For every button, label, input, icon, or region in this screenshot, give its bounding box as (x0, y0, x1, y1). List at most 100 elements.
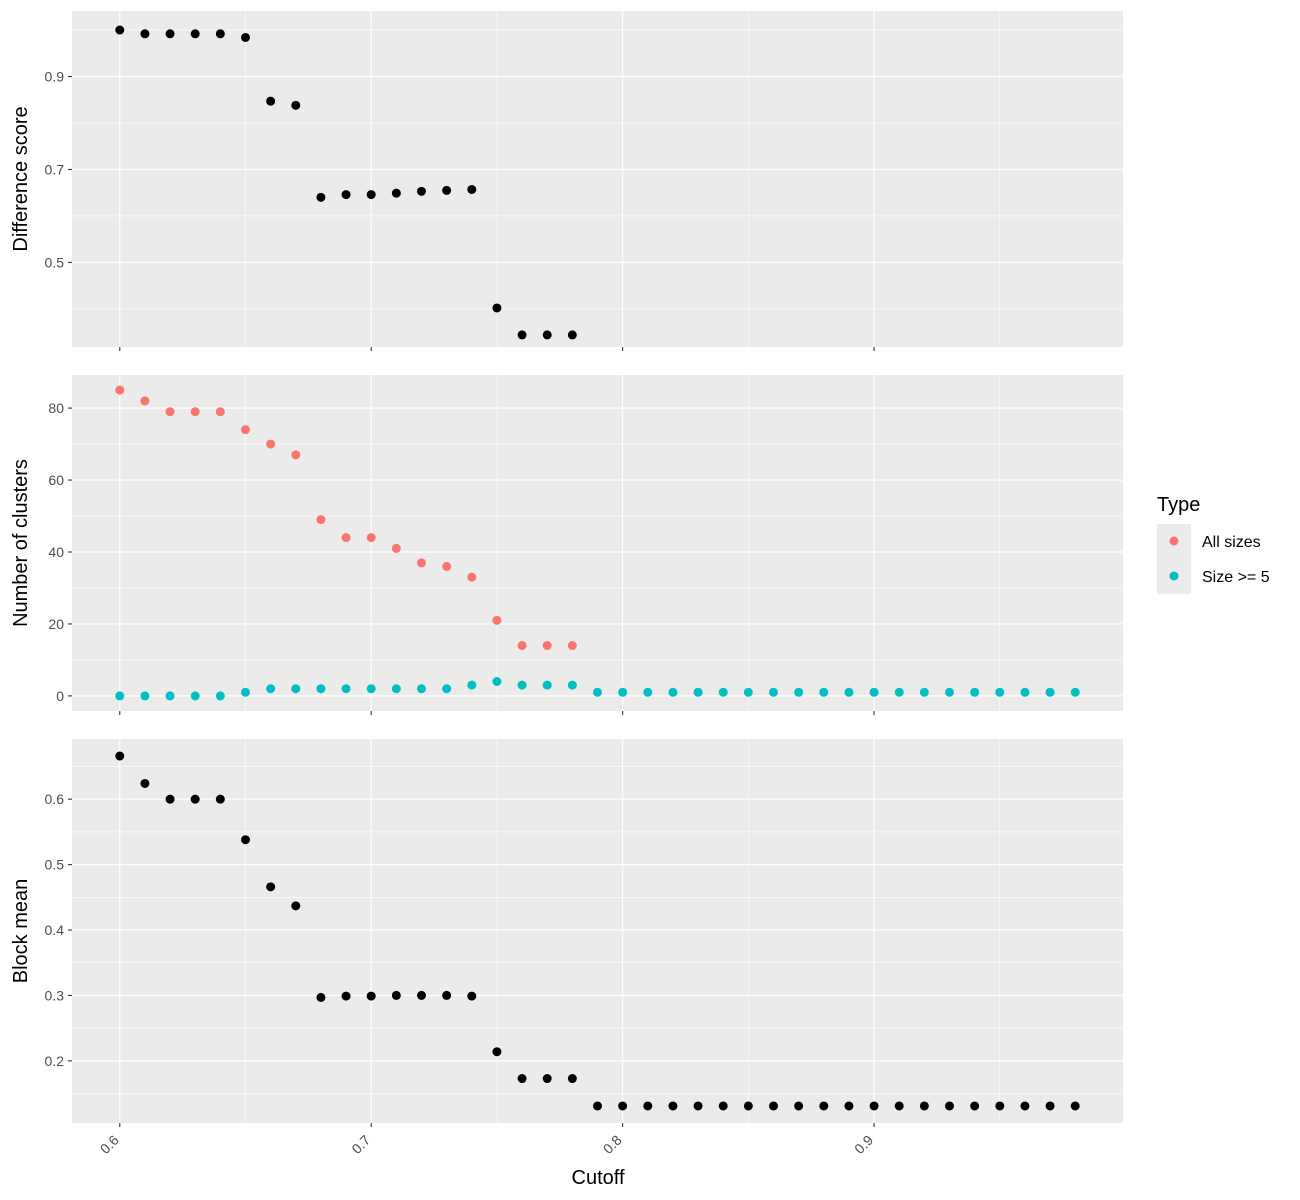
panel-background (72, 11, 1123, 347)
data-point (945, 1101, 955, 1111)
panels-layer: 0.5 0.7 0.9 Difference score 0 20 40 60 80 Number… (10, 11, 1123, 1157)
data-point (970, 1101, 980, 1111)
data-point (542, 680, 552, 690)
data-point (718, 687, 728, 697)
data-point (316, 515, 326, 525)
data-point (743, 1101, 753, 1111)
legend-label-all-sizes: All sizes (1202, 534, 1261, 551)
data-point (291, 100, 301, 110)
data-point (1020, 687, 1030, 697)
data-point (693, 687, 703, 697)
panel-block-mean: 0.2 0.3 0.4 0.5 0.6 Block mean (10, 739, 1123, 1127)
panel-number-of-clusters: 0 20 40 60 80 Number of clusters (10, 375, 1123, 715)
data-point (165, 407, 175, 417)
data-point (366, 533, 376, 543)
data-point (416, 684, 426, 694)
data-point (391, 188, 401, 198)
data-point (718, 1101, 728, 1111)
data-point (794, 687, 804, 697)
data-point (919, 1101, 929, 1111)
y-tick-label: 0.5 (45, 254, 65, 270)
data-point (190, 794, 200, 804)
data-point (467, 991, 477, 1001)
data-point (240, 687, 250, 697)
y-tick-label: 0.5 (45, 857, 65, 873)
series-points (115, 25, 577, 340)
series-size-5 (115, 677, 1080, 701)
data-point (240, 425, 250, 435)
legend-key-all-sizes (1169, 536, 1179, 546)
data-point (215, 794, 225, 804)
panel-background (72, 375, 1123, 711)
data-point (542, 1074, 552, 1084)
y-tick-label: 0.2 (45, 1053, 65, 1069)
data-point (240, 835, 250, 845)
data-point (291, 901, 301, 911)
y-axis-title: Block mean (10, 879, 32, 984)
data-point (1020, 1101, 1030, 1111)
data-point (416, 186, 426, 196)
y-axis-title: Number of clusters (10, 459, 32, 627)
data-point (140, 396, 150, 406)
data-point (1070, 1101, 1080, 1111)
y-tick-label: 0.7 (45, 161, 65, 177)
data-point (769, 687, 779, 697)
y-tick-label: 0.9 (45, 69, 65, 85)
data-point (618, 687, 628, 697)
y-tick-label: 20 (48, 616, 64, 632)
legend-title: Type (1157, 494, 1200, 516)
series-all-sizes (115, 385, 577, 651)
data-point (517, 1074, 527, 1084)
x-axis-tick-labels: 0.6 0.7 0.8 0.9 (97, 1132, 877, 1157)
legend-label-size-ge-5: Size >= 5 (1202, 569, 1270, 586)
data-point (341, 533, 351, 543)
data-point (140, 29, 150, 39)
data-point (115, 691, 125, 701)
data-point (492, 1047, 502, 1057)
data-point (291, 684, 301, 694)
y-tick-label: 60 (48, 472, 64, 488)
data-point (844, 687, 854, 697)
x-tick-label: 0.7 (348, 1132, 373, 1157)
x-tick-label: 0.6 (97, 1132, 122, 1157)
data-point (643, 687, 653, 697)
data-point (266, 439, 276, 449)
data-point (618, 1101, 628, 1111)
data-point (567, 641, 577, 651)
y-tick-label: 0 (56, 688, 64, 704)
data-point (869, 1101, 879, 1111)
data-point (693, 1101, 703, 1111)
data-point (668, 1101, 678, 1111)
data-point (517, 330, 527, 340)
data-point (467, 184, 477, 194)
data-point (995, 1101, 1005, 1111)
data-point (492, 615, 502, 625)
data-point (165, 691, 175, 701)
data-point (115, 385, 125, 395)
data-point (769, 1101, 779, 1111)
data-point (593, 1101, 602, 1111)
data-point (341, 190, 351, 200)
data-point (567, 1074, 577, 1084)
legend-key-background (1157, 524, 1191, 594)
data-point (1045, 1101, 1055, 1111)
data-point (542, 330, 552, 340)
data-point (165, 29, 175, 39)
data-point (668, 687, 678, 697)
data-point (970, 687, 980, 697)
data-point (140, 778, 150, 788)
y-axis-title: Difference score (10, 106, 32, 251)
x-axis-title: Cutoff (572, 1167, 625, 1189)
data-point (492, 677, 502, 687)
data-point (215, 407, 225, 417)
x-tick-label: 0.8 (600, 1132, 625, 1157)
y-tick-label: 40 (48, 544, 64, 560)
data-point (190, 691, 200, 701)
data-point (819, 687, 829, 697)
x-tick-label: 0.9 (851, 1132, 876, 1157)
data-point (1070, 687, 1080, 697)
y-tick-label: 80 (48, 400, 64, 416)
data-point (995, 687, 1005, 697)
data-point (869, 687, 879, 697)
